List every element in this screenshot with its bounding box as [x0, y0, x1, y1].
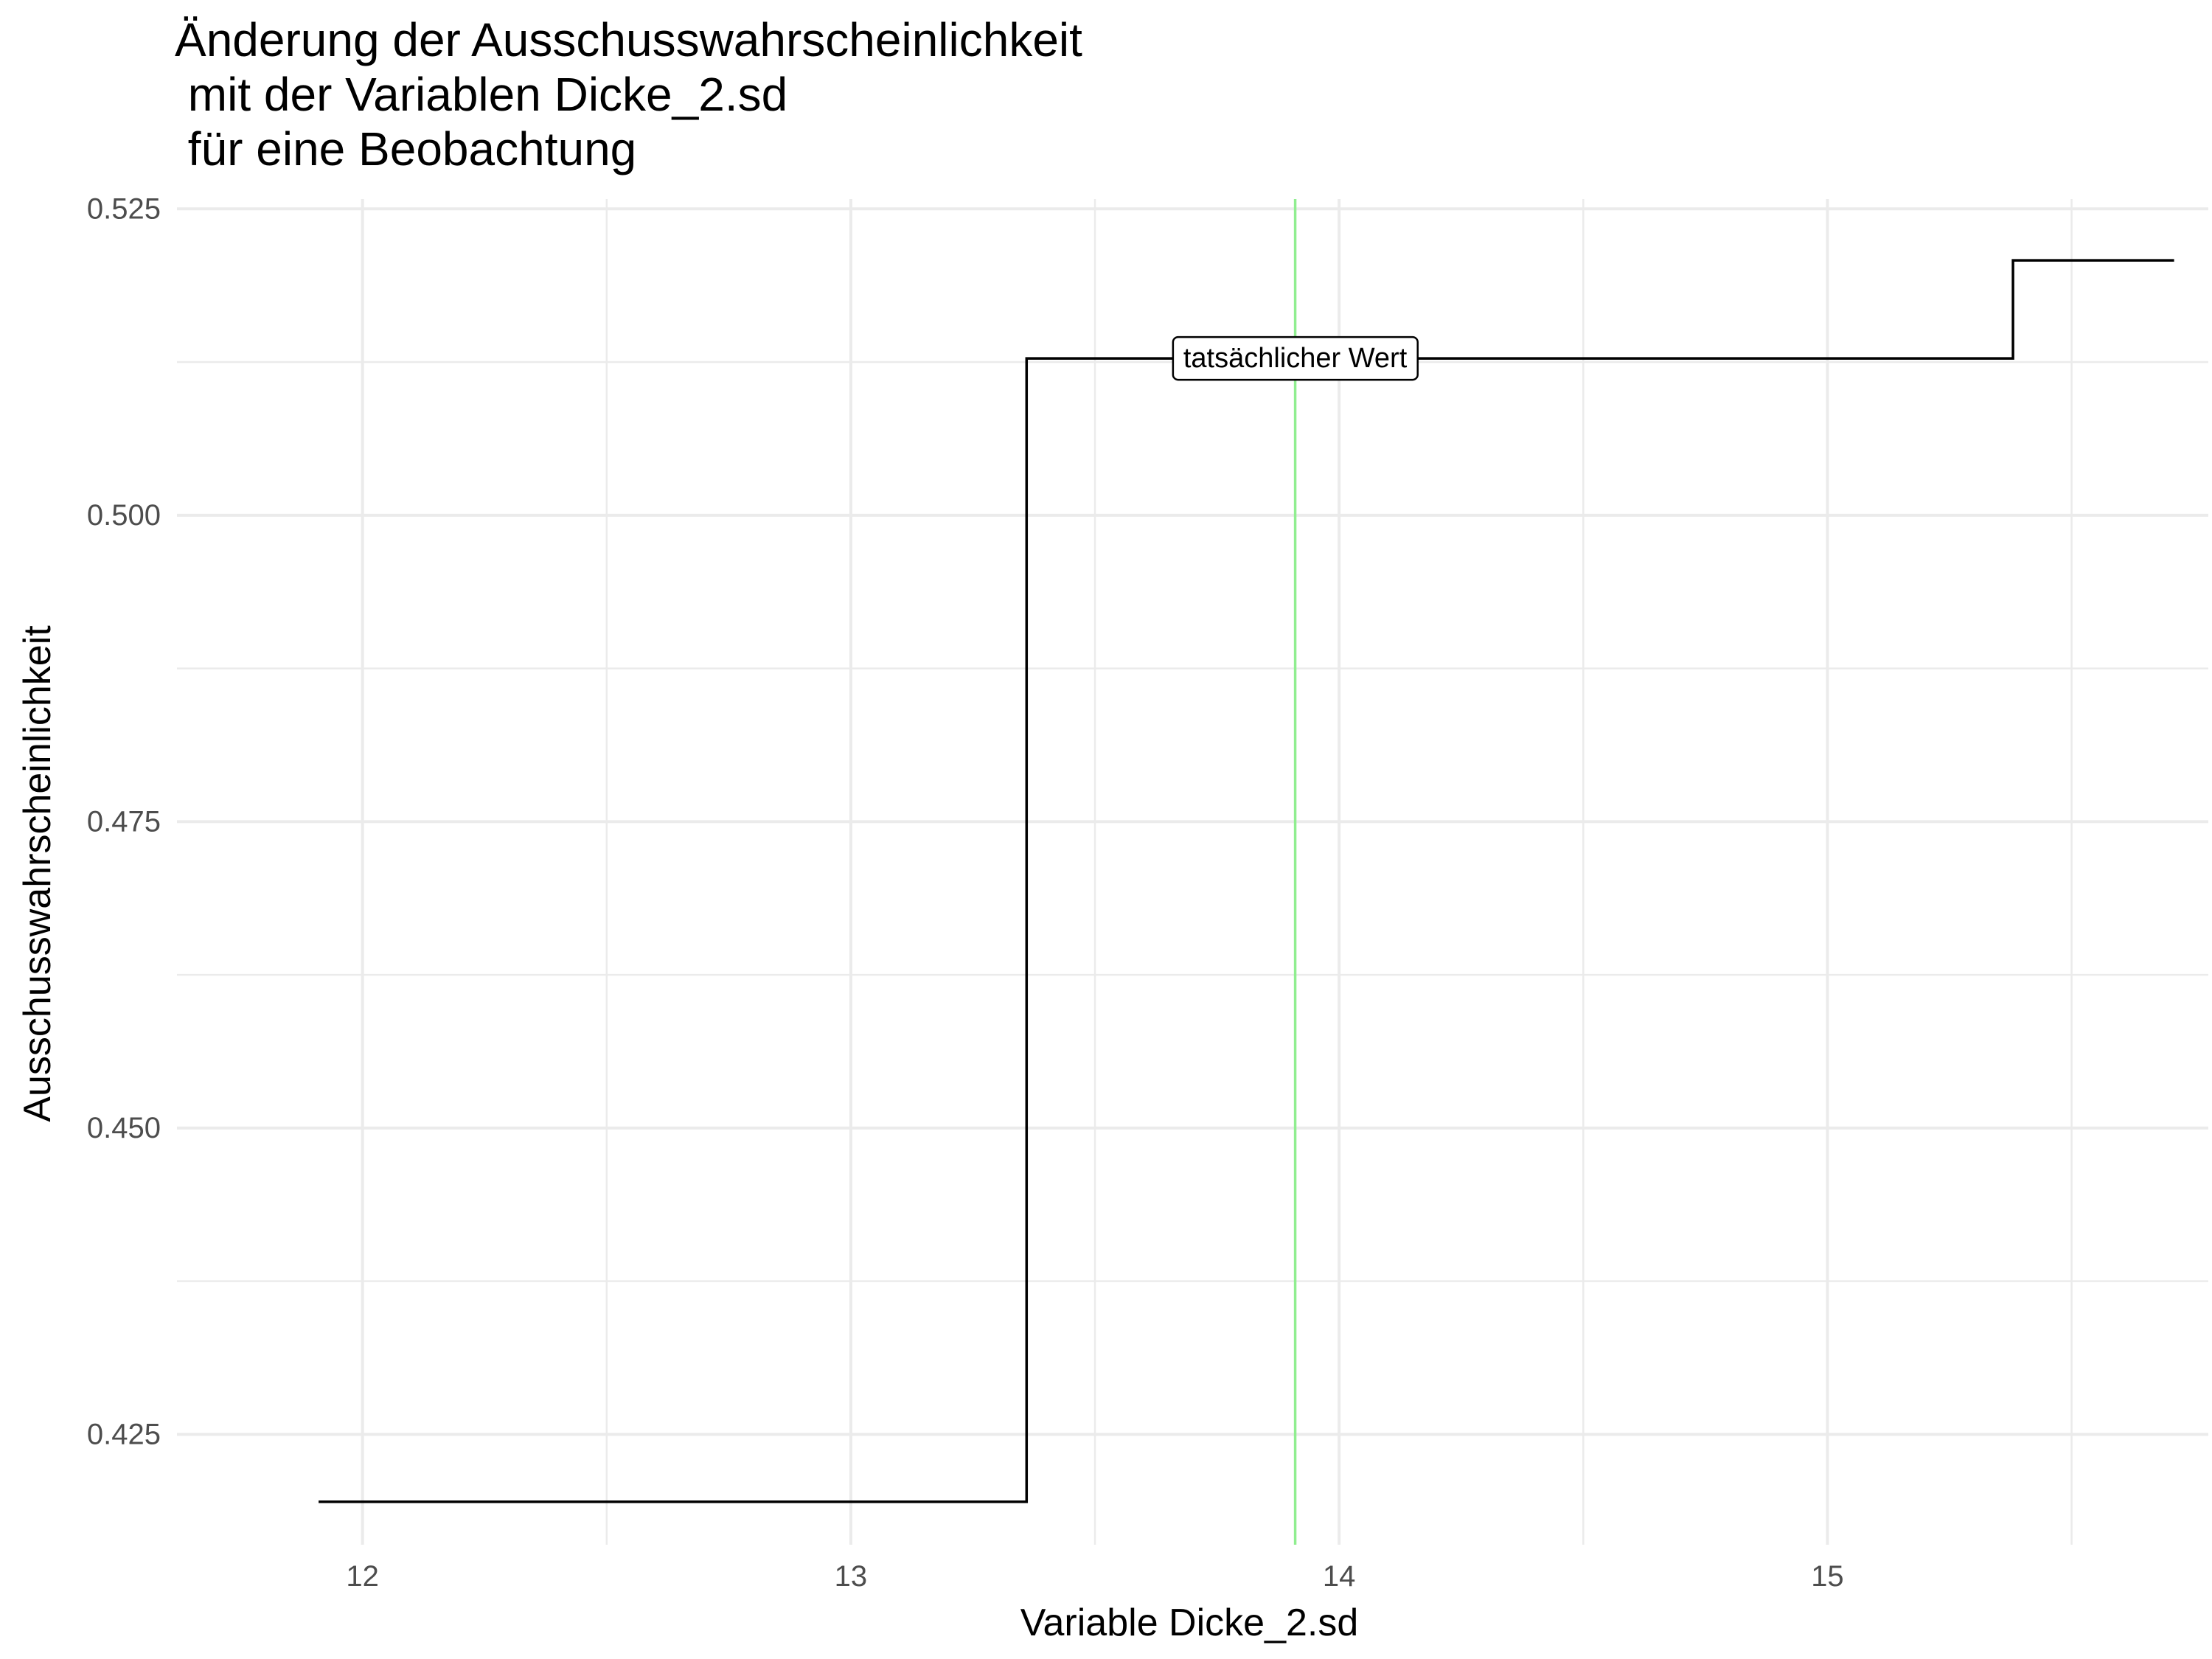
y-tick-label: 0.525 [87, 192, 161, 225]
minor-gridlines [177, 199, 2208, 1545]
y-tick-label: 0.500 [87, 499, 161, 532]
x-tick-label: 15 [1811, 1560, 1844, 1593]
y-axis-tick-labels: 0.425 0.450 0.475 0.500 0.525 [87, 192, 161, 1450]
x-tick-label: 14 [1323, 1560, 1356, 1593]
chart-title-line-2: mit der Variablen Dicke_2.sd [175, 68, 787, 121]
major-gridlines [177, 199, 2208, 1545]
annotation-text: tatsächlicher Wert [1183, 343, 1408, 374]
x-axis-tick-labels: 12 13 14 15 [346, 1560, 1843, 1593]
annotation-box [1172, 335, 1419, 381]
y-axis-title: Ausschusswahrscheinlichkeit [16, 625, 59, 1122]
y-tick-label: 0.425 [87, 1418, 161, 1450]
series-layer [319, 259, 2174, 1503]
x-tick-label: 13 [835, 1560, 868, 1593]
chart-title-line-1: Änderung der Ausschusswahrscheinlichkeit [175, 13, 1082, 66]
chart-title: Änderung der Ausschusswahrscheinlichkeit… [175, 13, 1082, 175]
series-line [319, 259, 2174, 1503]
chart-title-line-3: für eine Beobachtung [175, 122, 636, 175]
annotation-label: tatsächlicher Wert [1172, 335, 1419, 381]
y-tick-label: 0.475 [87, 805, 161, 838]
x-axis-title: Variable Dicke_2.sd [1020, 1601, 1359, 1644]
annotation-layer: tatsächlicher Wert [1172, 335, 1419, 381]
y-tick-label: 0.450 [87, 1112, 161, 1144]
x-tick-label: 12 [346, 1560, 379, 1593]
